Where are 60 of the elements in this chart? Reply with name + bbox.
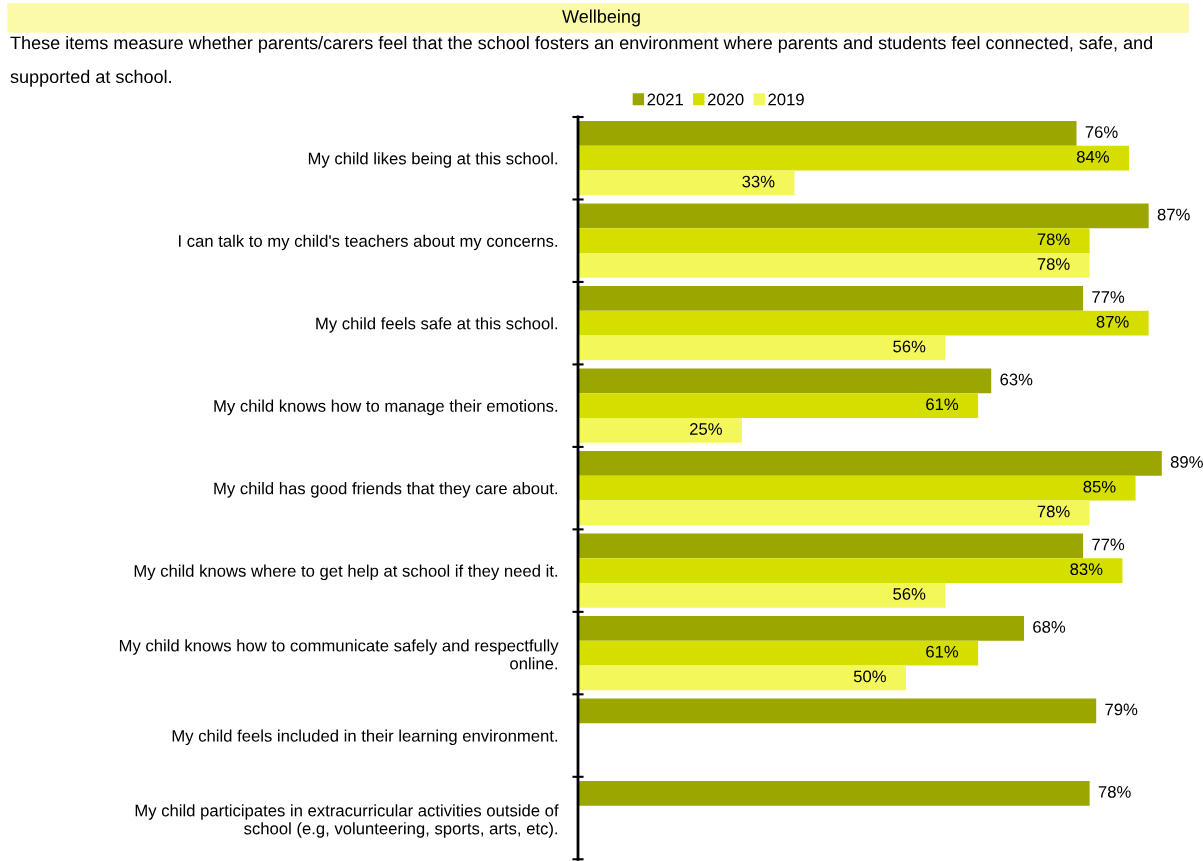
data-label: 83% <box>1070 563 1103 576</box>
data-label: 77% <box>1092 291 1125 303</box>
bar <box>578 451 1162 476</box>
chart-title: Wellbeing <box>562 9 640 27</box>
y-tick-label: My child knows where to get help at school if they need it. <box>134 564 558 581</box>
data-label: 50% <box>853 670 886 683</box>
data-label: 89% <box>1170 456 1203 468</box>
y-tick-label: My child feels included in their learning environment. <box>172 729 558 746</box>
data-label: 61% <box>926 645 959 658</box>
bar <box>578 665 906 691</box>
bar <box>578 286 1084 311</box>
bar <box>578 253 1090 278</box>
bar <box>578 500 1090 526</box>
y-tick-label: My child knows how to communicate safely and respectfully online. <box>119 639 559 670</box>
bar <box>578 368 992 394</box>
data-label: 56% <box>893 588 926 600</box>
data-label: 68% <box>1033 621 1066 633</box>
y-tick-label: My child feels safe at this school. <box>316 317 558 333</box>
bar <box>578 582 946 608</box>
data-label: 33% <box>742 175 775 188</box>
y-tick-label: I can talk to my child's teachers about my concerns. <box>178 234 558 251</box>
bar <box>578 145 1129 171</box>
y-tick-label: My child participates in extracurricular activities outside of school (e.g, volunteering, sports, arts, etc). <box>135 804 559 838</box>
data-label: 76% <box>1085 126 1118 138</box>
data-label: 87% <box>1157 208 1190 221</box>
data-label: 78% <box>1037 505 1070 518</box>
bar <box>578 698 1097 724</box>
bar <box>578 228 1090 254</box>
bar <box>578 780 1090 806</box>
bar <box>578 533 1084 559</box>
legend-label: 2019 <box>768 93 804 106</box>
bar <box>578 203 1149 229</box>
data-label: 78% <box>1037 233 1070 246</box>
bar <box>578 615 1025 641</box>
bar <box>578 640 979 666</box>
legend-label: 2020 <box>707 93 744 106</box>
chart-subtitle: These items measure whether parents/carers feel that the school fosters an environment where parents and students feel connected, safe, and supported at school. <box>10 36 1152 87</box>
bar <box>578 310 1149 336</box>
legend-label: 2021 <box>647 93 683 106</box>
data-label: 78% <box>1037 258 1070 270</box>
data-label: 85% <box>1083 480 1116 493</box>
y-tick-label: My child likes being at this school. <box>308 152 558 168</box>
data-label: 77% <box>1092 538 1125 551</box>
data-label: 87% <box>1096 315 1129 328</box>
data-label: 61% <box>926 398 959 411</box>
data-label: 78% <box>1098 785 1131 798</box>
data-label: 56% <box>893 340 926 353</box>
data-label: 25% <box>690 423 722 435</box>
data-label: 79% <box>1105 703 1138 716</box>
bar <box>578 393 979 419</box>
bar <box>578 335 946 361</box>
bar <box>578 170 795 196</box>
y-tick-label: My child has good friends that they care about. <box>214 482 558 498</box>
bar <box>578 475 1136 501</box>
data-label: 63% <box>1000 373 1033 386</box>
data-label: 84% <box>1076 150 1109 163</box>
bar <box>578 558 1123 583</box>
y-tick-label: My child knows how to manage their emotions. <box>214 399 558 416</box>
bar <box>578 418 742 443</box>
bar <box>578 121 1077 146</box>
